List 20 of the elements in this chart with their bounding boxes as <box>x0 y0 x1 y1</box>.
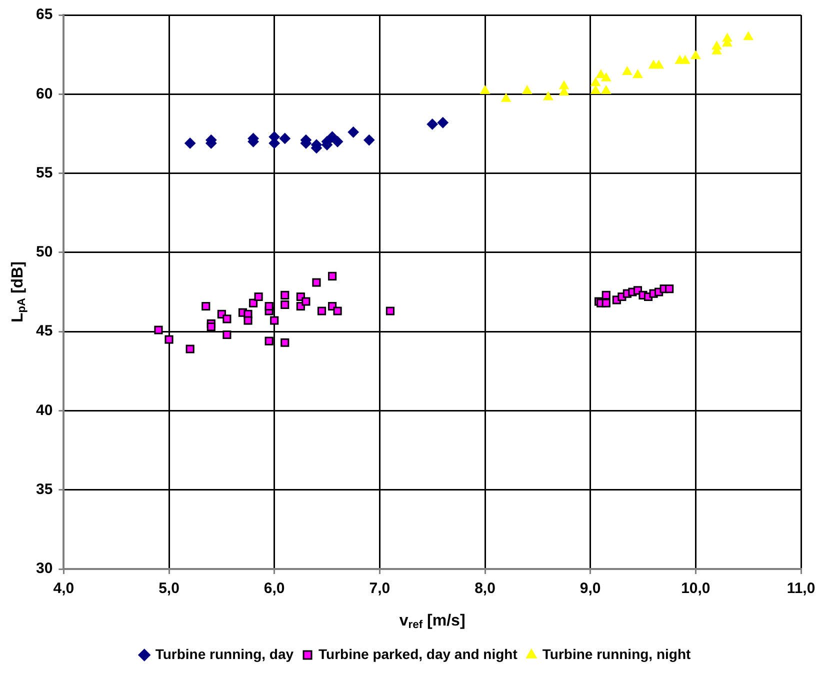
x-tick-label: 6,0 <box>264 580 285 598</box>
y-axis-title: LpA [dB] <box>9 261 28 323</box>
x-tick-label: 8,0 <box>474 580 496 598</box>
x-tick-label: 9,0 <box>580 580 601 598</box>
x-tick-label: 4,0 <box>53 580 74 598</box>
y-tick-label: 60 <box>36 85 53 102</box>
y-tick-label: 45 <box>36 322 53 340</box>
x-tick-label: 5,0 <box>158 580 180 598</box>
y-tick-label: 55 <box>36 164 53 182</box>
y-tick-label: 50 <box>36 244 53 261</box>
legend-label: Turbine running, day <box>155 646 294 662</box>
x-tick-label: 10,0 <box>681 580 710 598</box>
y-tick-label: 30 <box>36 560 53 578</box>
x-tick-label: 11,0 <box>786 580 816 598</box>
y-tick-label: 65 <box>36 6 53 24</box>
legend-label: Turbine parked, day and night <box>318 646 518 662</box>
y-tick-label: 40 <box>36 402 53 419</box>
x-tick-label: 7,0 <box>369 580 390 598</box>
legend-label: Turbine running, night <box>542 646 691 662</box>
y-tick-label: 35 <box>36 481 53 498</box>
